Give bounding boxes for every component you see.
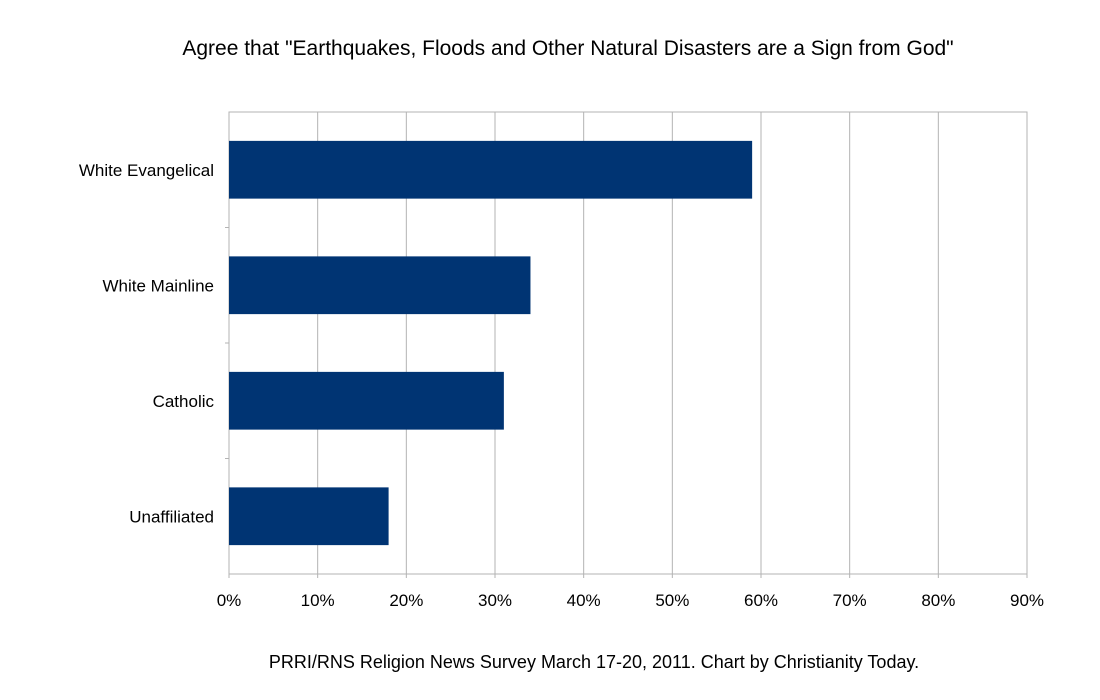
x-tick-label: 80% xyxy=(921,591,955,610)
x-tick-label: 60% xyxy=(744,591,778,610)
x-tick-label: 90% xyxy=(1010,591,1044,610)
bars xyxy=(229,140,753,546)
category-label: White Mainline xyxy=(103,276,215,295)
bar xyxy=(229,487,389,546)
category-label: White Evangelical xyxy=(79,161,214,180)
category-label: Unaffiliated xyxy=(129,507,214,526)
x-tick-label: 30% xyxy=(478,591,512,610)
x-tick-labels: 0% 10% 20% 30% 40% 50% 60% 70% 80% 90% xyxy=(217,591,1044,610)
x-tick-label: 70% xyxy=(833,591,867,610)
chart-title: Agree that "Earthquakes, Floods and Othe… xyxy=(182,37,954,60)
category-labels: White Evangelical White Mainline Catholic U… xyxy=(79,161,215,527)
x-tick-label: 0% xyxy=(217,591,242,610)
bar xyxy=(229,256,531,315)
bar xyxy=(229,371,504,430)
x-tick-label: 20% xyxy=(389,591,423,610)
x-tick-label: 10% xyxy=(301,591,335,610)
category-label: Catholic xyxy=(153,392,215,411)
x-tick-label: 40% xyxy=(567,591,601,610)
bar xyxy=(229,140,753,199)
gridlines xyxy=(317,112,939,574)
chart-footer: PRRI/RNS Religion News Survey March 17-2… xyxy=(268,652,920,672)
x-tick-label: 50% xyxy=(655,591,689,610)
axes xyxy=(225,111,1028,578)
